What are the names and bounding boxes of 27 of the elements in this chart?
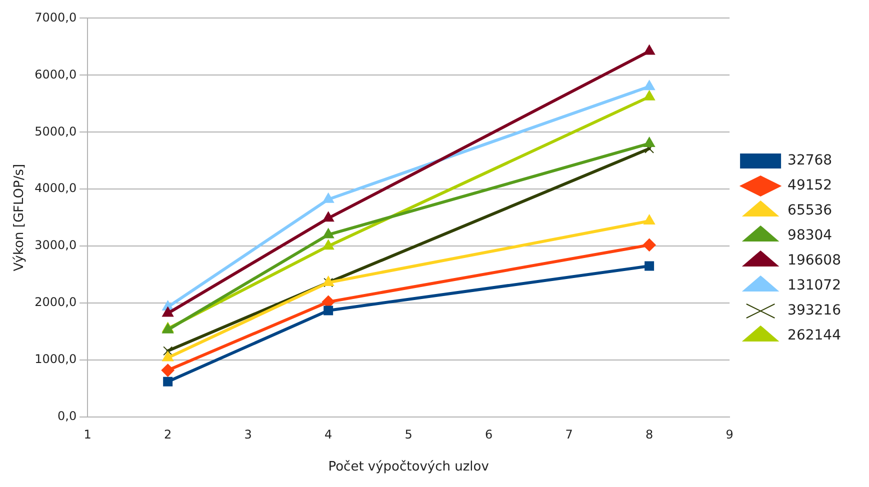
x-tick-label: 7 [565,427,573,442]
legend-label: 196608 [788,252,842,269]
legend-label: 65536 [788,202,832,219]
legend-label: 131072 [788,278,842,294]
y-tick-label: 4000,0 [34,181,77,196]
legend-label: 98304 [788,228,832,244]
x-tick-label: 3 [244,427,252,442]
x-tick-label: 8 [645,427,654,442]
y-tick-label: 7000,0 [34,10,77,24]
x-tick-label: 9 [726,427,734,442]
y-axis-title: Výkon [GFLOP/s] [12,164,28,272]
legend-label: 262144 [788,328,842,344]
y-tick-label: 1000,0 [34,352,77,366]
y-tick-label: 5000,0 [34,124,77,138]
y-tick-label: 2000,0 [34,295,77,310]
x-tick-label: 4 [324,427,332,442]
legend-label: 393216 [788,302,842,319]
x-tick-label: 2 [164,427,172,442]
x-tick-label: 6 [485,427,493,442]
y-tick-label: 6000,0 [34,67,77,82]
legend-label: 32768 [788,152,832,169]
y-tick-label: 0,0 [57,409,77,424]
y-tick-label: 3000,0 [34,238,77,252]
x-axis-title: Počet výpočtových uzlov [328,460,490,475]
legend-label: 49152 [788,178,832,194]
x-tick-label: 1 [84,427,92,442]
x-tick-label: 5 [404,427,412,442]
